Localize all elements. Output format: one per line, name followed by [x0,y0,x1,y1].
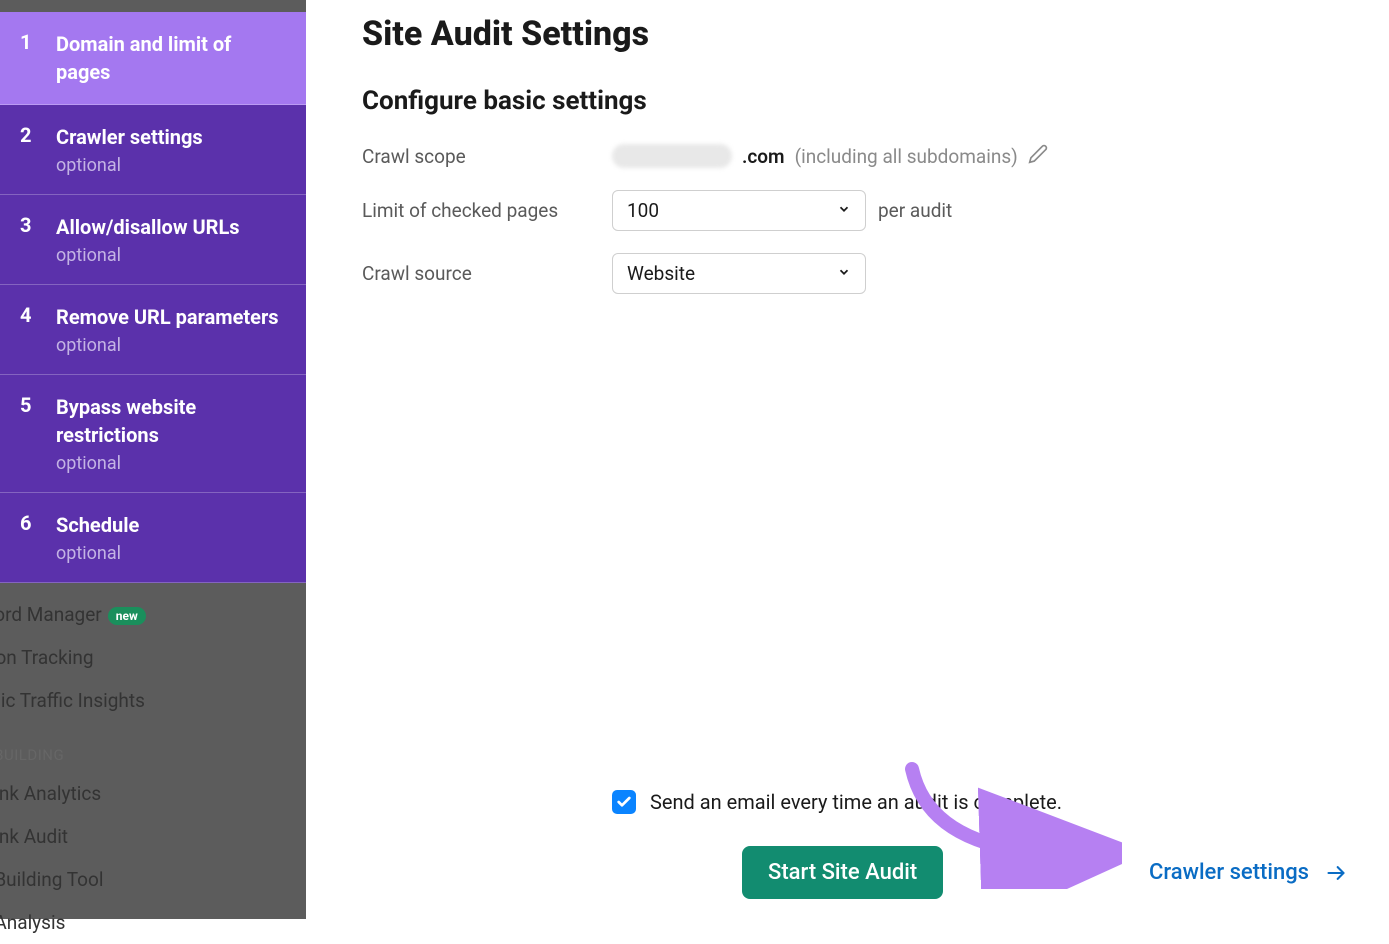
action-buttons-row: Start Site Audit Crawler settings [742,846,1349,899]
step-number: 6 [20,511,56,564]
step-optional-label: optional [56,453,286,474]
main-content: Site Audit Settings Configure basic sett… [306,0,1389,919]
email-label: Send an email every time an audit is com… [650,790,1062,814]
step-optional-label: optional [56,335,286,356]
step-content: Crawler settings optional [56,123,286,176]
step-title: Allow/disallow URLs [56,213,286,241]
step-content: Bypass website restrictions optional [56,393,286,474]
step-title: Schedule [56,511,286,539]
limit-pages-label: Limit of checked pages [362,199,612,222]
step-content: Domain and limit of pages [56,30,286,86]
sidebar-nav-item[interactable]: k Analysis [0,901,306,944]
step-number: 3 [20,213,56,266]
section-title: Configure basic settings [362,86,1349,116]
footer: Send an email every time an audit is com… [362,790,1349,899]
wizard-step-3[interactable]: 3Allow/disallow URLs optional [0,195,306,285]
wizard-step-1[interactable]: 1Domain and limit of pages [0,12,306,105]
limit-pages-row: Limit of checked pages 100 per audit [362,190,1349,231]
domain-note: (including all subdomains) [795,145,1018,168]
wizard-step-6[interactable]: 6Schedule optional [0,493,306,583]
new-badge: new [108,607,146,625]
edit-icon[interactable] [1028,144,1048,168]
sidebar-section-heading: K BUILDING [0,722,306,772]
sidebar-top-strip [0,0,306,12]
step-optional-label: optional [56,245,286,266]
step-title: Remove URL parameters [56,303,286,331]
sidebar-nav-item[interactable]: klink Audit [0,815,306,858]
crawl-scope-value: .com (including all subdomains) [612,144,1048,168]
wizard-steps: 1Domain and limit of pages2Crawler setti… [0,12,306,583]
email-checkbox[interactable] [612,790,636,814]
step-title: Bypass website restrictions [56,393,286,449]
limit-pages-value: 100 [627,199,659,222]
domain-redacted [612,144,732,168]
crawl-source-label: Crawl source [362,262,612,285]
arrow-right-icon [1323,863,1349,883]
limit-pages-suffix: per audit [878,199,952,222]
page-title: Site Audit Settings [362,14,1349,54]
crawler-settings-label: Crawler settings [1149,860,1309,885]
crawl-scope-row: Crawl scope .com (including all subdomai… [362,144,1349,168]
sidebar-nav-item[interactable]: anic Traffic Insights [0,679,306,722]
step-number: 5 [20,393,56,474]
sidebar: 1Domain and limit of pages2Crawler setti… [0,0,306,919]
wizard-step-4[interactable]: 4Remove URL parameters optional [0,285,306,375]
step-content: Remove URL parameters optional [56,303,286,356]
sidebar-nav-item[interactable]: k Building Tool [0,858,306,901]
crawl-scope-label: Crawl scope [362,145,612,168]
crawl-source-select[interactable]: Website [612,253,866,294]
sidebar-nav-item[interactable]: word Managernew [0,593,306,636]
wizard-step-5[interactable]: 5Bypass website restrictions optional [0,375,306,493]
step-content: Allow/disallow URLs optional [56,213,286,266]
email-notification-row: Send an email every time an audit is com… [612,790,1349,814]
step-number: 2 [20,123,56,176]
step-number: 4 [20,303,56,356]
step-content: Schedule optional [56,511,286,564]
crawler-settings-link[interactable]: Crawler settings [1149,860,1349,885]
crawl-source-value: Website [627,262,695,285]
chevron-down-icon [837,202,851,220]
step-title: Crawler settings [56,123,286,151]
sidebar-nav-item[interactable]: ition Tracking [0,636,306,679]
sidebar-nav-below: word Managernewition Trackinganic Traffi… [0,583,306,944]
domain-suffix: .com [742,145,785,168]
chevron-down-icon [837,265,851,283]
wizard-step-2[interactable]: 2Crawler settings optional [0,105,306,195]
step-optional-label: optional [56,155,286,176]
step-optional-label: optional [56,543,286,564]
step-title: Domain and limit of pages [56,30,286,86]
crawl-source-row: Crawl source Website [362,253,1349,294]
limit-pages-select[interactable]: 100 [612,190,866,231]
step-number: 1 [20,30,56,86]
sidebar-nav-item[interactable]: klink Analytics [0,772,306,815]
start-site-audit-button[interactable]: Start Site Audit [742,846,943,899]
